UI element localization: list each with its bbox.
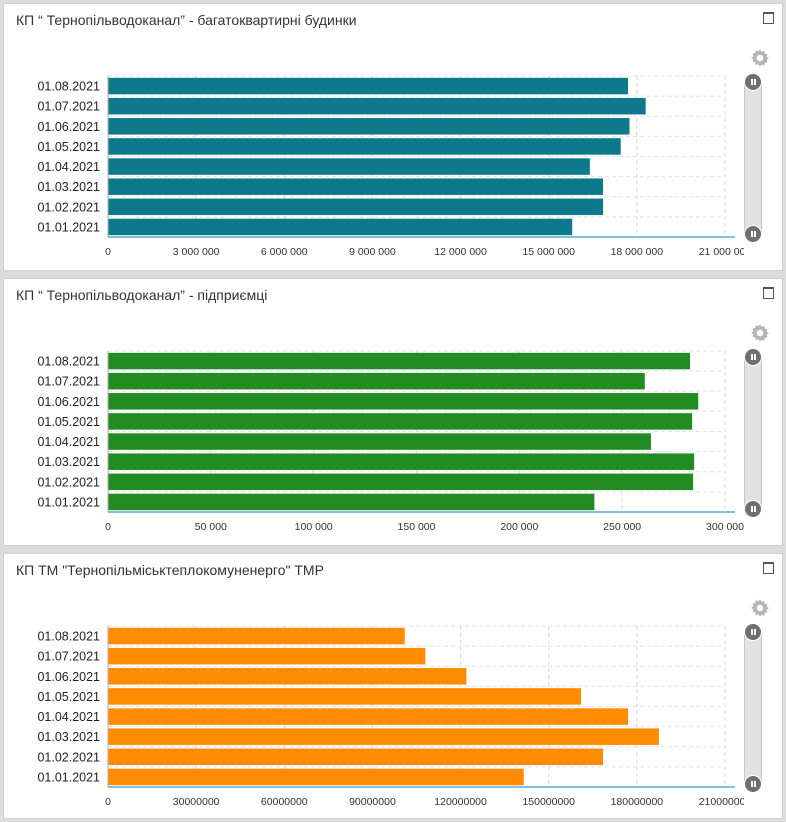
category-label: 01.01.2021 bbox=[37, 220, 100, 234]
x-tick-label: 60000000 bbox=[261, 796, 308, 808]
x-tick-label: 3 000 000 bbox=[173, 246, 220, 258]
bar[interactable] bbox=[108, 178, 604, 195]
x-tick-label: 15 000 000 bbox=[522, 246, 575, 258]
x-tick-label: 210000000 bbox=[699, 796, 744, 808]
scroll-handle-top[interactable] bbox=[744, 623, 762, 641]
x-tick-label: 0 bbox=[105, 246, 111, 258]
x-tick-label: 12 000 000 bbox=[434, 246, 487, 258]
panel-title: КП “ Тернопільводоканал” - багатоквартир… bbox=[16, 12, 357, 28]
category-label: 01.03.2021 bbox=[37, 455, 100, 469]
bar[interactable] bbox=[108, 372, 645, 390]
category-label: 01.02.2021 bbox=[37, 750, 100, 764]
gear-icon[interactable] bbox=[750, 48, 770, 68]
category-label: 01.08.2021 bbox=[37, 355, 100, 369]
bar[interactable] bbox=[108, 158, 590, 175]
bar[interactable] bbox=[108, 668, 467, 685]
bar-chart: 01.08.2021 01.07.2021 01.06.2021 01.05.2021… bbox=[37, 350, 744, 533]
category-label: 01.05.2021 bbox=[37, 140, 100, 154]
x-tick-label: 30000000 bbox=[173, 796, 220, 808]
x-tick-label: 0 bbox=[105, 796, 111, 808]
bar[interactable] bbox=[108, 77, 629, 95]
scroll-handle-bottom[interactable] bbox=[744, 500, 762, 518]
bar[interactable] bbox=[108, 768, 524, 786]
x-tick-label: 200 000 bbox=[500, 521, 538, 533]
x-tick-label: 6 000 000 bbox=[261, 246, 308, 258]
scroll-handle-bottom[interactable] bbox=[744, 225, 762, 243]
bar-chart: 01.08.2021 01.07.2021 01.06.2021 01.05.2021… bbox=[37, 75, 744, 258]
category-label: 01.05.2021 bbox=[37, 690, 100, 704]
category-label: 01.03.2021 bbox=[37, 180, 100, 194]
x-tick-label: 9 000 000 bbox=[349, 246, 396, 258]
gear-icon[interactable] bbox=[750, 598, 770, 618]
x-tick-label: 150000000 bbox=[522, 796, 575, 808]
x-tick-label: 0 bbox=[105, 521, 111, 533]
maximize-icon[interactable] bbox=[763, 287, 774, 299]
x-tick-label: 300 000 bbox=[706, 521, 744, 533]
bar[interactable] bbox=[108, 138, 621, 155]
x-tick-label: 100 000 bbox=[295, 521, 333, 533]
category-label: 01.01.2021 bbox=[37, 495, 100, 509]
category-label: 01.06.2021 bbox=[37, 670, 100, 684]
bar[interactable] bbox=[108, 97, 646, 115]
bar[interactable] bbox=[108, 728, 659, 745]
x-tick-label: 90000000 bbox=[349, 796, 396, 808]
bar[interactable] bbox=[108, 453, 695, 470]
bar[interactable] bbox=[108, 433, 651, 450]
bar[interactable] bbox=[108, 493, 595, 511]
bar[interactable] bbox=[108, 748, 604, 766]
maximize-icon[interactable] bbox=[763, 12, 774, 24]
category-label: 01.02.2021 bbox=[37, 475, 100, 489]
chart-scrollbar[interactable] bbox=[744, 348, 762, 518]
category-label: 01.06.2021 bbox=[37, 395, 100, 409]
bar[interactable] bbox=[108, 708, 629, 725]
chart-panel-heating-utility: КП ТМ "Тернопільміськтеплокомуненерго" Т… bbox=[3, 553, 783, 819]
bar[interactable] bbox=[108, 393, 699, 410]
chart-panel-apartment-buildings: КП “ Тернопільводоканал” - багатоквартир… bbox=[3, 3, 783, 271]
category-label: 01.06.2021 bbox=[37, 120, 100, 134]
chart-scrollbar[interactable] bbox=[744, 73, 762, 243]
panel-title: КП “ Тернопільводоканал” - підприємці bbox=[16, 287, 268, 303]
scroll-handle-top[interactable] bbox=[744, 73, 762, 91]
category-label: 01.02.2021 bbox=[37, 200, 100, 214]
x-tick-label: 180000000 bbox=[611, 796, 664, 808]
scroll-handle-bottom[interactable] bbox=[744, 775, 762, 793]
bar[interactable] bbox=[108, 473, 694, 491]
x-tick-label: 18 000 000 bbox=[611, 246, 664, 258]
category-label: 01.03.2021 bbox=[37, 730, 100, 744]
category-label: 01.07.2021 bbox=[37, 375, 100, 389]
bar[interactable] bbox=[108, 198, 604, 216]
category-label: 01.04.2021 bbox=[37, 710, 100, 724]
category-label: 01.07.2021 bbox=[37, 100, 100, 114]
chart-scrollbar[interactable] bbox=[744, 623, 762, 793]
category-label: 01.04.2021 bbox=[37, 435, 100, 449]
category-label: 01.07.2021 bbox=[37, 650, 100, 664]
bar[interactable] bbox=[108, 218, 573, 236]
category-label: 01.05.2021 bbox=[37, 415, 100, 429]
category-label: 01.08.2021 bbox=[37, 630, 100, 644]
x-tick-label: 150 000 bbox=[398, 521, 436, 533]
scroll-handle-top[interactable] bbox=[744, 348, 762, 366]
bar[interactable] bbox=[108, 688, 582, 705]
x-tick-label: 250 000 bbox=[603, 521, 641, 533]
bar[interactable] bbox=[108, 118, 630, 135]
x-tick-label: 50 000 bbox=[195, 521, 227, 533]
bar-chart: 01.08.2021 01.07.2021 01.06.2021 01.05.2021… bbox=[37, 625, 744, 808]
bar[interactable] bbox=[108, 647, 426, 665]
bar[interactable] bbox=[108, 413, 693, 430]
category-label: 01.01.2021 bbox=[37, 770, 100, 784]
panel-title: КП ТМ "Тернопільміськтеплокомуненерго" Т… bbox=[16, 562, 324, 578]
gear-icon[interactable] bbox=[750, 323, 770, 343]
x-tick-label: 120000000 bbox=[434, 796, 487, 808]
chart-panel-entrepreneurs: КП “ Тернопільводоканал” - підприємці 01… bbox=[3, 278, 783, 546]
category-label: 01.08.2021 bbox=[37, 80, 100, 94]
x-tick-label: 21 000 000 bbox=[699, 246, 744, 258]
maximize-icon[interactable] bbox=[763, 562, 774, 574]
bar[interactable] bbox=[108, 627, 405, 645]
category-label: 01.04.2021 bbox=[37, 160, 100, 174]
bar[interactable] bbox=[108, 352, 691, 370]
